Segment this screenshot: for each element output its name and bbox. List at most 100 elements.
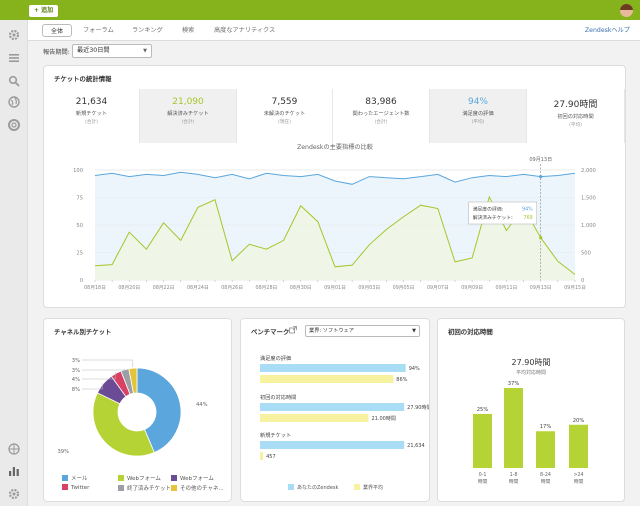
benchmark-bar-value: 27.90時間	[407, 405, 429, 411]
response-bar-value: 37%	[508, 381, 520, 387]
ticket-stats-title: チケットの統計情報	[54, 75, 112, 83]
x-tick-label: 09月07日	[427, 285, 449, 291]
x-tick-label: 09月03日	[358, 285, 380, 291]
channel-panel-title: チャネル別チケット	[54, 328, 112, 336]
x-tick-label: 08月24日	[187, 285, 209, 291]
add-button[interactable]: + 追加	[29, 5, 59, 17]
first-response-panel-title: 初回の対応時間	[448, 328, 493, 336]
y-right-tick-label: 1,000	[581, 223, 596, 229]
benchmark-category-label: 満足度の評価	[260, 354, 291, 362]
pie-leader-line	[82, 383, 103, 390]
benchmark-bar	[260, 403, 405, 411]
globe-icon[interactable]	[8, 96, 20, 108]
response-headline: 27.90時間	[512, 358, 551, 367]
stat-card[interactable]: 7,559 未解決のチケット (現在)	[237, 89, 333, 143]
channel-legend-item[interactable]: メール	[62, 474, 88, 482]
stat-value: 7,559	[271, 97, 298, 107]
x-tick-label: 08月20日	[118, 285, 140, 291]
user-avatar[interactable]	[620, 4, 633, 17]
zendesk-icon[interactable]	[8, 443, 20, 455]
stat-card[interactable]: 21,634 新規チケット (合計)	[44, 89, 140, 143]
external-link-icon[interactable]	[289, 326, 297, 334]
stat-label: 関わったエージェント数	[352, 111, 410, 117]
benchmark-bar	[260, 414, 369, 422]
sidebar	[0, 20, 28, 506]
legend-swatch	[118, 485, 124, 491]
tab-forums[interactable]: フォーラム	[83, 27, 114, 34]
channel-legend-item[interactable]: その他のチャネ...	[171, 484, 224, 492]
pie-leader-line	[82, 359, 134, 368]
stat-card[interactable]: 21,090 解決済みチケット (合計)	[140, 89, 237, 143]
stat-card[interactable]: 94% 満足度の評価 (平均)	[430, 89, 527, 143]
stat-label: 解決済みチケット	[167, 111, 209, 117]
channel-legend-item[interactable]: 終了済みチケット	[118, 484, 171, 492]
x-tick-label: 08月18日	[84, 285, 106, 291]
x-tick-label: 09月11日	[496, 285, 518, 291]
x-tick-label: 09月01日	[324, 285, 346, 291]
stat-label: 新規チケット	[75, 111, 108, 117]
benchmark-bar-value: 457	[266, 454, 276, 460]
pie-slice-label: 44%	[196, 402, 208, 408]
stat-card[interactable]: 83,986 関わったエージェント数 (合計)	[333, 89, 430, 143]
response-category-label: 8-24	[540, 472, 551, 478]
tab-overview[interactable]: 全体	[42, 24, 72, 37]
stat-value: 27.90時間	[553, 100, 598, 110]
tab-advanced-analytics[interactable]: 高度なアナリティクス	[214, 27, 276, 34]
series-area	[95, 196, 575, 280]
legend-label: その他のチャネ...	[180, 486, 224, 492]
reports-icon[interactable]	[8, 465, 20, 477]
tab-rankings[interactable]: ランキング	[132, 27, 163, 34]
benchmark-category-label: 初回の対応時間	[260, 393, 296, 401]
list-icon[interactable]	[8, 52, 20, 64]
zendesk-help-link[interactable]: Zendeskヘルプ	[584, 27, 630, 34]
benchmark-bar-value: 94%	[409, 366, 420, 372]
response-bar	[569, 424, 588, 468]
x-tick-label: 09月13日	[530, 285, 552, 291]
industry-select[interactable]: 業界: ソフトウェア ▼	[305, 325, 420, 337]
response-bar-value: 17%	[540, 424, 552, 430]
x-tick-label: 08月26日	[221, 285, 243, 291]
benchmark-bar-value: 21.00時間	[372, 416, 396, 422]
response-bar-value: 25%	[477, 407, 489, 413]
channel-legend-item[interactable]: Webフォーム	[171, 474, 214, 482]
channel-legend-item[interactable]: Twitter	[62, 484, 89, 491]
response-category-label: >24	[573, 472, 583, 478]
benchmark-bar	[260, 452, 264, 460]
report-period-select[interactable]: 最近30日間 ▼	[72, 44, 152, 58]
y-right-tick-label: 0	[581, 278, 584, 284]
x-tick-label: 08月28日	[256, 285, 278, 291]
pie-slice-label: 4%	[72, 377, 80, 383]
pie-slice	[136, 367, 182, 453]
benchmark-bar-value: 86%	[396, 377, 407, 383]
stat-sub: (合計)	[85, 120, 98, 125]
search-icon[interactable]	[8, 75, 20, 87]
y-left-tick-label: 100	[73, 168, 83, 174]
stat-value: 21,090	[172, 97, 204, 107]
admin-gear-icon[interactable]	[8, 488, 20, 500]
legend-swatch	[62, 484, 68, 490]
stat-sub: (平均)	[471, 120, 485, 125]
x-tick-label: 08月22日	[153, 285, 175, 291]
channel-legend-item[interactable]: Webフォーム	[118, 474, 161, 482]
legend-swatch	[171, 485, 177, 491]
gear-icon[interactable]	[8, 29, 20, 41]
stat-card[interactable]: 27.90時間 初回の対応時間 (平均)	[527, 89, 625, 143]
tooltip-row2-label: 解決済みチケット:	[473, 214, 513, 221]
stat-sub: (平均)	[569, 123, 582, 128]
response-bar	[504, 388, 523, 468]
tab-search[interactable]: 検索	[182, 27, 195, 34]
first-response-bar-chart: 27.90時間平均対応時間25%0-1時間37%1-8時間17%8-24時間20…	[473, 358, 588, 485]
response-bar	[536, 431, 555, 468]
response-category-unit: 時間	[541, 479, 551, 485]
legend-swatch	[118, 475, 124, 481]
date-marker-label: 09月13日	[529, 157, 552, 163]
help-icon[interactable]	[8, 119, 20, 131]
response-bar-value: 20%	[573, 418, 585, 424]
pie-slice	[92, 392, 155, 457]
benchmark-legend-you: あなたのZendesk	[297, 484, 339, 491]
first-response-panel: 初回の対応時間	[437, 318, 625, 502]
benchmark-legend-avg: 業界平均	[363, 484, 383, 491]
benchmark-category-label: 新規チケット	[260, 431, 291, 439]
y-left-tick-label: 0	[80, 278, 83, 284]
report-period-value: 最近30日間	[77, 47, 110, 54]
